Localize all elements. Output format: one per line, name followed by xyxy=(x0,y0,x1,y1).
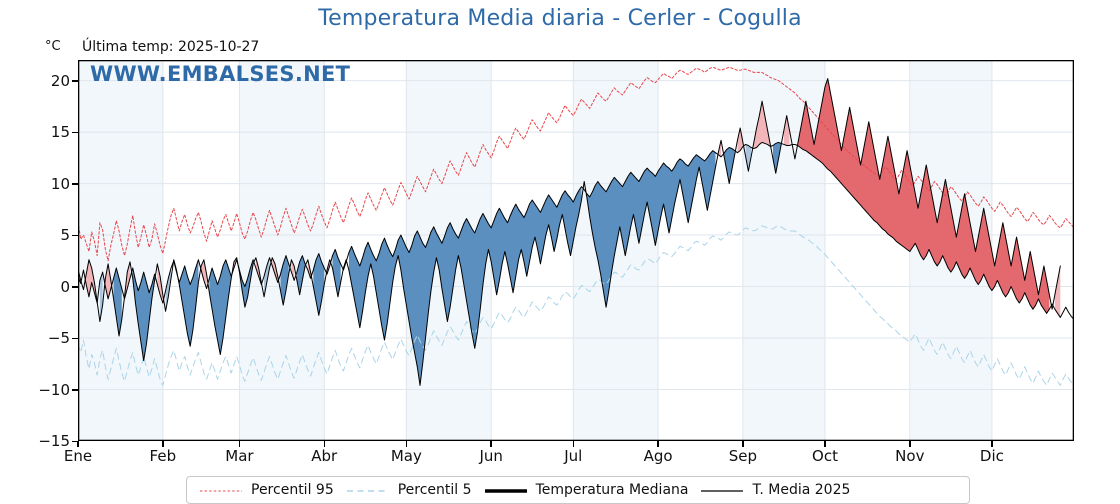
legend-swatch-2 xyxy=(346,483,390,497)
diff-fill-below xyxy=(723,147,735,184)
y-axis-unit-label: °C xyxy=(45,39,61,54)
diff-fill-below xyxy=(132,268,155,361)
legend-label: Percentil 95 xyxy=(251,482,334,498)
legend-item[interactable]: Temperatura Mediana xyxy=(472,477,689,503)
diff-fill-above xyxy=(124,261,130,299)
x-tick-mark xyxy=(909,441,911,447)
diff-fill-above xyxy=(753,101,771,149)
x-tick-label: Jul xyxy=(564,447,583,465)
y-tick-label: 0 xyxy=(60,277,70,296)
y-tick-mark xyxy=(72,440,78,442)
month-band xyxy=(239,60,325,441)
legend-swatch-4 xyxy=(700,483,744,497)
plot-frame xyxy=(78,60,1074,441)
y-tick-label: 20 xyxy=(50,71,70,90)
y-tick-label: 10 xyxy=(50,174,70,193)
x-tick-label: May xyxy=(390,447,422,465)
month-band xyxy=(78,60,163,441)
y-tick-mark xyxy=(72,234,78,237)
x-tick-label: Ene xyxy=(63,447,93,465)
x-tick-mark xyxy=(572,441,574,447)
legend-swatch-3 xyxy=(484,483,528,497)
diff-fill-above xyxy=(737,127,743,153)
diff-fill-below xyxy=(773,142,782,174)
x-tick-mark xyxy=(162,441,164,447)
series-line xyxy=(78,225,1074,386)
month-band xyxy=(742,60,825,441)
x-tick-label: Nov xyxy=(895,447,925,465)
x-tick-mark xyxy=(490,441,492,447)
last-temp-label: Última temp: 2025-10-27 xyxy=(82,39,260,55)
series-line xyxy=(78,78,1061,386)
month-band xyxy=(162,60,240,441)
x-tick-mark xyxy=(742,441,744,447)
x-tick-mark xyxy=(657,441,659,447)
plot-area xyxy=(78,60,1074,441)
x-tick-label: Feb xyxy=(149,447,177,465)
chart-legend: Percentil 95 Percentil 5 Temperatura Media… xyxy=(186,476,970,504)
x-tick-label: Oct xyxy=(812,447,838,465)
legend-item[interactable]: Percentil 5 xyxy=(334,477,472,503)
x-tick-mark xyxy=(991,441,993,447)
series-lines xyxy=(78,66,1074,386)
x-tick-mark xyxy=(323,441,325,447)
diff-fill-above xyxy=(157,263,163,304)
legend-label: T. Media 2025 xyxy=(752,482,851,498)
y-tick-label: −5 xyxy=(47,329,70,348)
y-tick-mark xyxy=(72,183,78,185)
x-tick-mark xyxy=(238,441,241,447)
x-tick-mark xyxy=(77,441,79,447)
diff-fill-below xyxy=(209,259,232,355)
legend-label: Percentil 5 xyxy=(397,482,472,498)
diff-fill-below xyxy=(179,259,199,347)
x-tick-label: Dic xyxy=(979,447,1004,465)
x-tick-label: Abr xyxy=(311,447,338,465)
y-tick-mark xyxy=(72,131,78,134)
y-tick-mark xyxy=(72,80,78,82)
legend-swatch-1 xyxy=(199,483,243,497)
y-tick-label: 15 xyxy=(50,123,70,142)
diff-fill-below xyxy=(348,186,582,386)
diff-fill-below xyxy=(332,249,341,297)
x-tick-label: Ago xyxy=(643,447,673,465)
diff-fill-below xyxy=(586,150,716,308)
x-tick-label: Mar xyxy=(225,447,254,465)
x-tick-label: Jun xyxy=(479,447,503,465)
y-tick-mark xyxy=(72,286,78,288)
diff-fill-below xyxy=(165,268,172,312)
month-band xyxy=(825,60,910,441)
y-tick-mark xyxy=(72,337,78,340)
y-tick-label: −15 xyxy=(38,432,70,450)
series-line xyxy=(78,141,1074,320)
x-tick-mark xyxy=(824,441,826,447)
series-line xyxy=(78,66,1074,262)
diff-fill-above xyxy=(1054,265,1061,318)
x-tick-label: Sep xyxy=(728,447,758,465)
y-axis-tick-labels: 20 15 10 5 0 −5 −10 −15 xyxy=(26,60,78,450)
page-title: Temperatura Media diaria - Cerler - Cogu… xyxy=(318,6,802,31)
legend-label: Temperatura Mediana xyxy=(535,482,689,498)
month-band xyxy=(658,60,743,441)
temperature-chart-svg xyxy=(78,60,1074,441)
y-tick-mark xyxy=(72,389,78,391)
x-tick-mark xyxy=(405,441,408,447)
legend-item[interactable]: T. Media 2025 xyxy=(688,477,850,503)
y-tick-label: 5 xyxy=(60,226,70,245)
diff-fill-below xyxy=(745,144,752,172)
diff-fill-below xyxy=(113,268,122,336)
diff-fill-above xyxy=(797,78,1050,314)
y-tick-label: −10 xyxy=(38,380,70,399)
diff-fill-above xyxy=(272,257,278,283)
legend-item[interactable]: Percentil 95 xyxy=(187,477,334,503)
